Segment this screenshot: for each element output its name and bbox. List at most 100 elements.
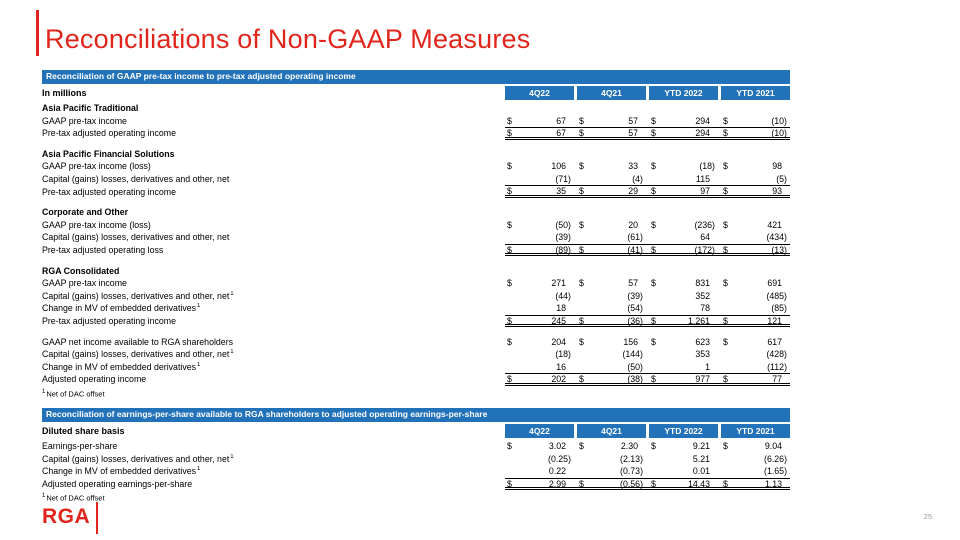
- footnote-ref: 1: [230, 290, 234, 297]
- cell-value: (4): [632, 174, 643, 185]
- row-label: Change in MV of embedded derivatives1: [42, 361, 201, 372]
- section-header-row: Corporate and Other: [42, 206, 790, 219]
- row-label: Change in MV of embedded derivatives1: [42, 303, 201, 314]
- dollar-sign: $: [579, 115, 584, 126]
- value-cell: $ (38): [577, 374, 646, 384]
- value-cell: $2.99: [505, 479, 574, 489]
- row-values: $245 $ (36) $1,261 $121: [505, 314, 790, 328]
- dollar-sign: $: [651, 161, 656, 172]
- row-values: 18 (54) 78 (85): [505, 302, 790, 315]
- cell-value: (39): [555, 232, 571, 243]
- row-label: Earnings-per-share: [42, 441, 118, 452]
- cell-value: (434): [766, 232, 787, 243]
- cell-value: 294: [695, 127, 710, 138]
- cell-value: 204: [551, 336, 566, 347]
- row-values: (0.25) (2.13) 5.21 (6.26): [505, 453, 790, 466]
- value-cell: 16: [505, 360, 574, 373]
- value-cell: (0.73): [577, 465, 646, 478]
- value-cell: $623: [649, 335, 718, 348]
- cell-value: (89): [555, 244, 571, 255]
- value-cell: (6.26): [721, 453, 790, 466]
- value-cell: $617: [721, 335, 790, 348]
- logo-divider: [96, 502, 98, 534]
- cell-value: 1.13: [764, 478, 782, 489]
- row-values: $35 $29 $97 $93: [505, 185, 790, 198]
- dollar-sign: $: [507, 186, 512, 197]
- dollar-sign: $: [651, 315, 656, 326]
- dollar-sign: $: [651, 478, 656, 489]
- table-row: Capital (gains) losses, derivatives and …: [42, 289, 790, 302]
- spacer-row: [42, 256, 790, 264]
- diluted-share-basis-label: Diluted share basis: [42, 425, 125, 436]
- dollar-sign: $: [723, 115, 728, 126]
- value-cell: (54): [577, 302, 646, 315]
- value-cell: 352: [649, 289, 718, 302]
- value-cell: 0.22: [505, 465, 574, 478]
- cell-value: 691: [767, 278, 782, 289]
- cell-value: (50): [555, 219, 571, 230]
- cell-value: (0.56): [620, 478, 643, 489]
- dollar-sign: $: [723, 186, 728, 197]
- value-cell: $93: [721, 186, 790, 196]
- value-cell: (434): [721, 231, 790, 244]
- dollar-sign: $: [507, 219, 512, 230]
- row-label: Capital (gains) losses, derivatives and …: [42, 349, 234, 360]
- cell-value: 78: [700, 303, 710, 314]
- table-header-row: In millions 4Q22 4Q21 YTD 2022 YTD 2021: [42, 85, 790, 100]
- value-cell: $3.02: [505, 440, 574, 453]
- dollar-sign: $: [651, 115, 656, 126]
- row-label: Capital (gains) losses, derivatives and …: [42, 174, 230, 185]
- row-values: 16 (50) 1 (112): [505, 360, 790, 373]
- value-cell: $57: [577, 277, 646, 290]
- cell-value: 353: [695, 349, 710, 360]
- row-values: $3.02 $2.30 $9.21 $9.04: [505, 440, 790, 453]
- value-cell: $121: [721, 316, 790, 326]
- dollar-sign: $: [579, 441, 584, 452]
- table-row: Pre-tax adjusted operating income $245 $ (3…: [42, 314, 790, 328]
- cell-value: 57: [628, 115, 638, 126]
- value-cell: $97: [649, 186, 718, 196]
- row-label: Capital (gains) losses, derivatives and …: [42, 290, 234, 301]
- dollar-sign: $: [723, 244, 728, 255]
- dollar-sign: $: [507, 127, 512, 138]
- footnote: 1Net of DAC offset: [42, 389, 790, 399]
- dollar-sign: $: [579, 161, 584, 172]
- dollar-sign: $: [507, 244, 512, 255]
- row-values: [505, 264, 790, 277]
- dollar-sign: $: [507, 161, 512, 172]
- row-label: GAAP pre-tax income: [42, 278, 127, 289]
- cell-value: 29: [628, 186, 638, 197]
- cell-value: 156: [623, 336, 638, 347]
- table-row: GAAP pre-tax income $271 $57 $831 $691: [42, 277, 790, 290]
- footnote-marker: 1: [42, 388, 46, 395]
- row-values: $67 $57 $294 $ (10): [505, 126, 790, 140]
- table-row: Capital (gains) losses, derivatives and …: [42, 453, 790, 466]
- dollar-sign: $: [579, 278, 584, 289]
- row-values: (44) (39) 352 (485): [505, 289, 790, 302]
- cell-value: (13): [771, 244, 787, 255]
- value-cell: (39): [505, 231, 574, 244]
- footnote-text: Net of DAC offset: [46, 389, 105, 399]
- slide-content: Reconciliation of GAAP pre-tax income to…: [42, 70, 790, 503]
- cell-value: 16: [556, 361, 566, 372]
- value-cell: $ (50): [505, 219, 574, 232]
- value-cell: (44): [505, 289, 574, 302]
- table-row: Capital (gains) losses, derivatives and …: [42, 348, 790, 361]
- column-header-ytd2022: YTD 2022: [649, 423, 718, 438]
- dollar-sign: $: [723, 441, 728, 452]
- cell-value: 2.99: [548, 478, 566, 489]
- cell-value: 115: [695, 174, 710, 185]
- value-cell: $294: [649, 128, 718, 138]
- dollar-sign: $: [651, 374, 656, 385]
- value-cell: $57: [577, 114, 646, 127]
- value-cell: $20: [577, 219, 646, 232]
- row-label: Asia Pacific Financial Solutions: [42, 148, 175, 159]
- dollar-sign: $: [651, 441, 656, 452]
- column-header-4q22: 4Q22: [505, 423, 574, 438]
- value-cell: (485): [721, 289, 790, 302]
- value-cell: 18: [505, 302, 574, 315]
- cell-value: 1,261: [687, 315, 710, 326]
- row-label: Pre-tax adjusted operating income: [42, 186, 176, 197]
- row-label: Change in MV of embedded derivatives1: [42, 466, 201, 477]
